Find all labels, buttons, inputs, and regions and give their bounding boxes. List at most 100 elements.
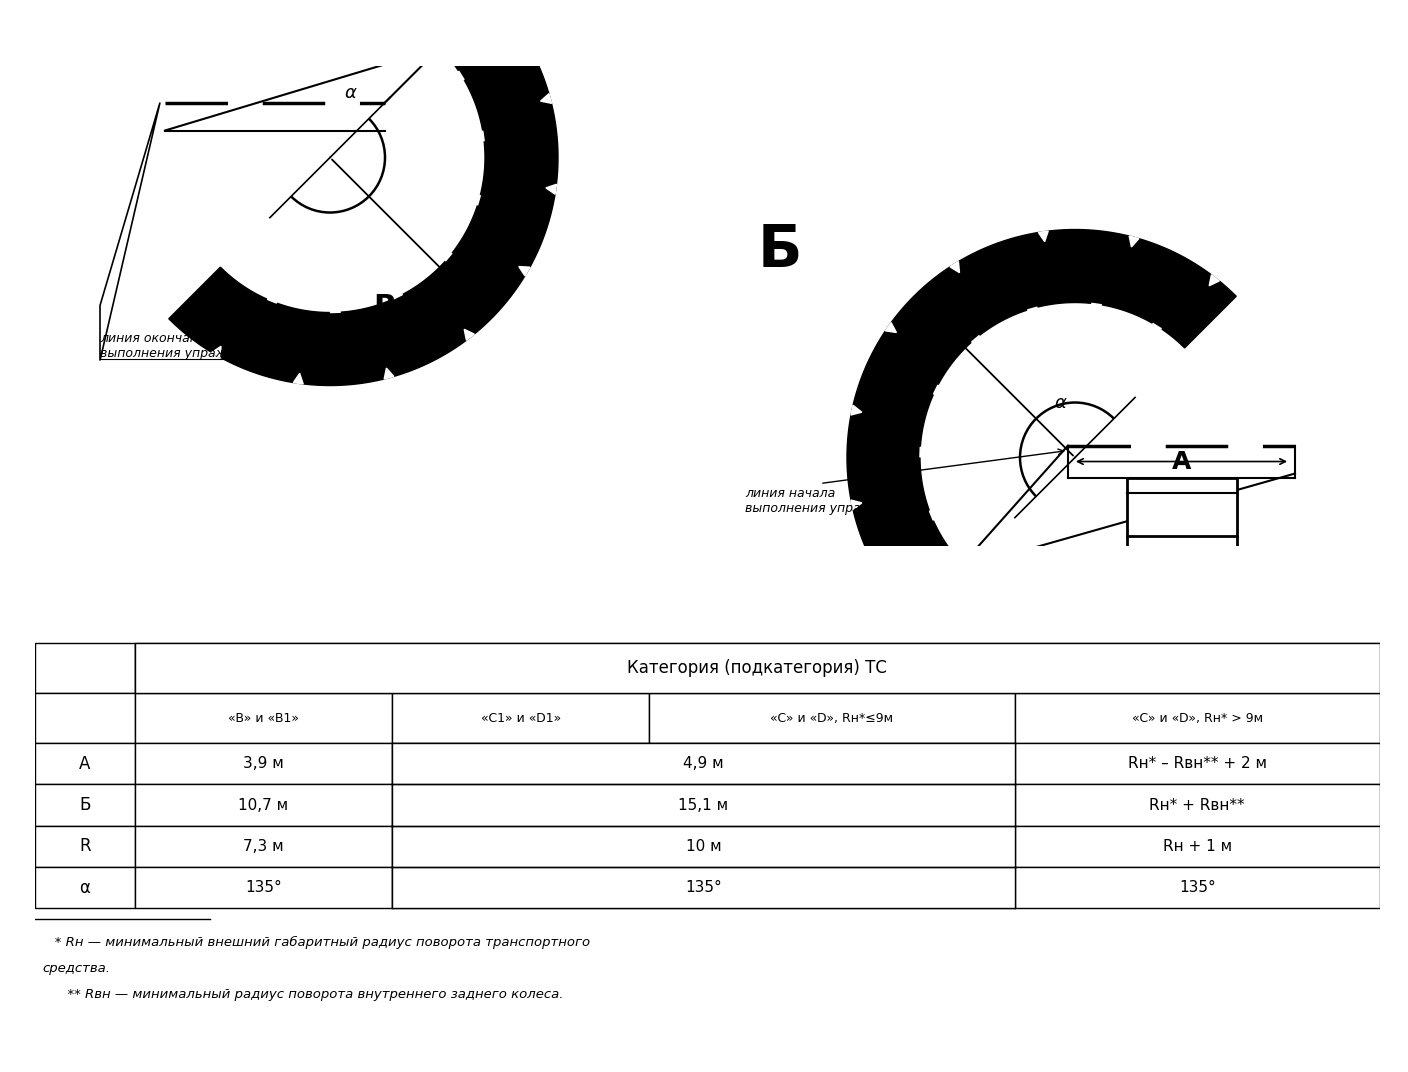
Polygon shape: [384, 368, 394, 379]
Bar: [391, 867, 649, 908]
Text: А: А: [1171, 449, 1191, 474]
Polygon shape: [929, 511, 941, 520]
Bar: [391, 743, 649, 785]
Polygon shape: [169, 0, 558, 386]
Polygon shape: [929, 308, 955, 332]
Text: Rн + 1 м: Rн + 1 м: [1163, 838, 1232, 853]
Bar: [135, 785, 391, 825]
Text: Rн* + Rвн**: Rн* + Rвн**: [1149, 798, 1245, 813]
Polygon shape: [1091, 303, 1101, 314]
Bar: [135, 825, 391, 867]
Text: R: R: [79, 837, 90, 855]
Polygon shape: [1028, 308, 1038, 318]
Text: 135°: 135°: [1178, 880, 1215, 895]
Polygon shape: [886, 582, 897, 593]
Text: 4,9 м: 4,9 м: [683, 757, 724, 772]
Polygon shape: [934, 385, 945, 394]
Bar: [391, 867, 1015, 908]
Polygon shape: [293, 373, 303, 384]
Text: * Rн — минимальный внешний габаритный радиус поворота транспортного: * Rн — минимальный внешний габаритный ра…: [42, 937, 590, 950]
Bar: [35, 825, 135, 867]
Bar: [391, 643, 649, 694]
Polygon shape: [850, 405, 862, 415]
Polygon shape: [546, 184, 556, 194]
Polygon shape: [518, 267, 529, 276]
Text: 15,1 м: 15,1 м: [679, 798, 728, 813]
Polygon shape: [1129, 236, 1139, 247]
Bar: [649, 643, 1015, 694]
Bar: [391, 825, 1015, 867]
Text: R: R: [970, 278, 994, 307]
Polygon shape: [1209, 274, 1219, 286]
Text: линия начала
выполнения упражнения: линия начала выполнения упражнения: [745, 487, 911, 515]
Text: R: R: [373, 293, 396, 322]
Bar: [1015, 743, 1380, 785]
Bar: [1015, 694, 1380, 743]
Text: 10 м: 10 м: [686, 838, 721, 853]
Bar: [391, 825, 649, 867]
Polygon shape: [541, 93, 552, 103]
Bar: [649, 785, 1015, 825]
Bar: [135, 643, 391, 694]
Text: Б: Б: [758, 222, 803, 279]
Bar: [1015, 785, 1380, 825]
Polygon shape: [850, 500, 862, 510]
Bar: [35, 694, 135, 743]
Text: α: α: [1055, 393, 1066, 412]
Polygon shape: [501, 13, 513, 24]
Polygon shape: [465, 329, 474, 340]
Bar: [391, 785, 649, 825]
Text: Б: Б: [79, 796, 90, 814]
Text: А: А: [79, 755, 90, 773]
Polygon shape: [211, 346, 221, 357]
Text: 135°: 135°: [686, 880, 722, 895]
Bar: [35, 867, 135, 908]
Polygon shape: [1152, 324, 1162, 334]
Bar: [35, 643, 135, 694]
Bar: [1126, 477, 1236, 578]
Text: Категория (подкатегория) ТС: Категория (подкатегория) ТС: [628, 659, 887, 678]
Bar: [391, 785, 1015, 825]
Polygon shape: [848, 229, 1236, 619]
Text: средства.: средства.: [42, 963, 110, 976]
Bar: [649, 867, 1015, 908]
Text: линия окончания
выполнения упражнения: линия окончания выполнения упражнения: [100, 331, 266, 359]
Bar: [135, 867, 391, 908]
Polygon shape: [420, 307, 448, 327]
Polygon shape: [469, 195, 480, 205]
Text: ** Rвн — минимальный радиус поворота внутреннего заднего колеса.: ** Rвн — минимальный радиус поворота вну…: [42, 988, 563, 1001]
Polygon shape: [972, 336, 981, 346]
Bar: [35, 785, 135, 825]
Text: «C» и «D», Rн*≤9м: «C» и «D», Rн*≤9м: [770, 712, 894, 725]
Bar: [649, 694, 1015, 743]
Bar: [135, 743, 391, 785]
Bar: [135, 694, 391, 743]
Polygon shape: [331, 302, 341, 313]
Polygon shape: [393, 288, 403, 299]
Polygon shape: [441, 251, 452, 260]
Polygon shape: [1038, 232, 1048, 241]
Polygon shape: [919, 447, 931, 457]
Bar: [35, 743, 135, 785]
Text: Rн* – Rвн** + 2 м: Rн* – Rвн** + 2 м: [1128, 757, 1267, 772]
Bar: [391, 694, 649, 743]
Text: 7,3 м: 7,3 м: [244, 838, 284, 853]
Text: 3,9 м: 3,9 м: [244, 757, 284, 772]
Text: «C1» и «D1»: «C1» и «D1»: [480, 712, 560, 725]
Bar: [135, 643, 1380, 694]
Text: 10,7 м: 10,7 м: [238, 798, 289, 813]
Polygon shape: [268, 292, 276, 303]
Polygon shape: [453, 71, 465, 80]
Bar: [135, 643, 1380, 694]
Bar: [649, 825, 1015, 867]
Text: α: α: [344, 84, 356, 102]
Bar: [1015, 643, 1380, 694]
Polygon shape: [886, 323, 897, 332]
Text: 135°: 135°: [245, 880, 282, 895]
Bar: [391, 743, 1015, 785]
Bar: [649, 743, 1015, 785]
Polygon shape: [473, 131, 484, 140]
Bar: [1015, 825, 1380, 867]
Bar: [1015, 867, 1380, 908]
Text: «B» и «B1»: «B» и «B1»: [228, 712, 298, 725]
